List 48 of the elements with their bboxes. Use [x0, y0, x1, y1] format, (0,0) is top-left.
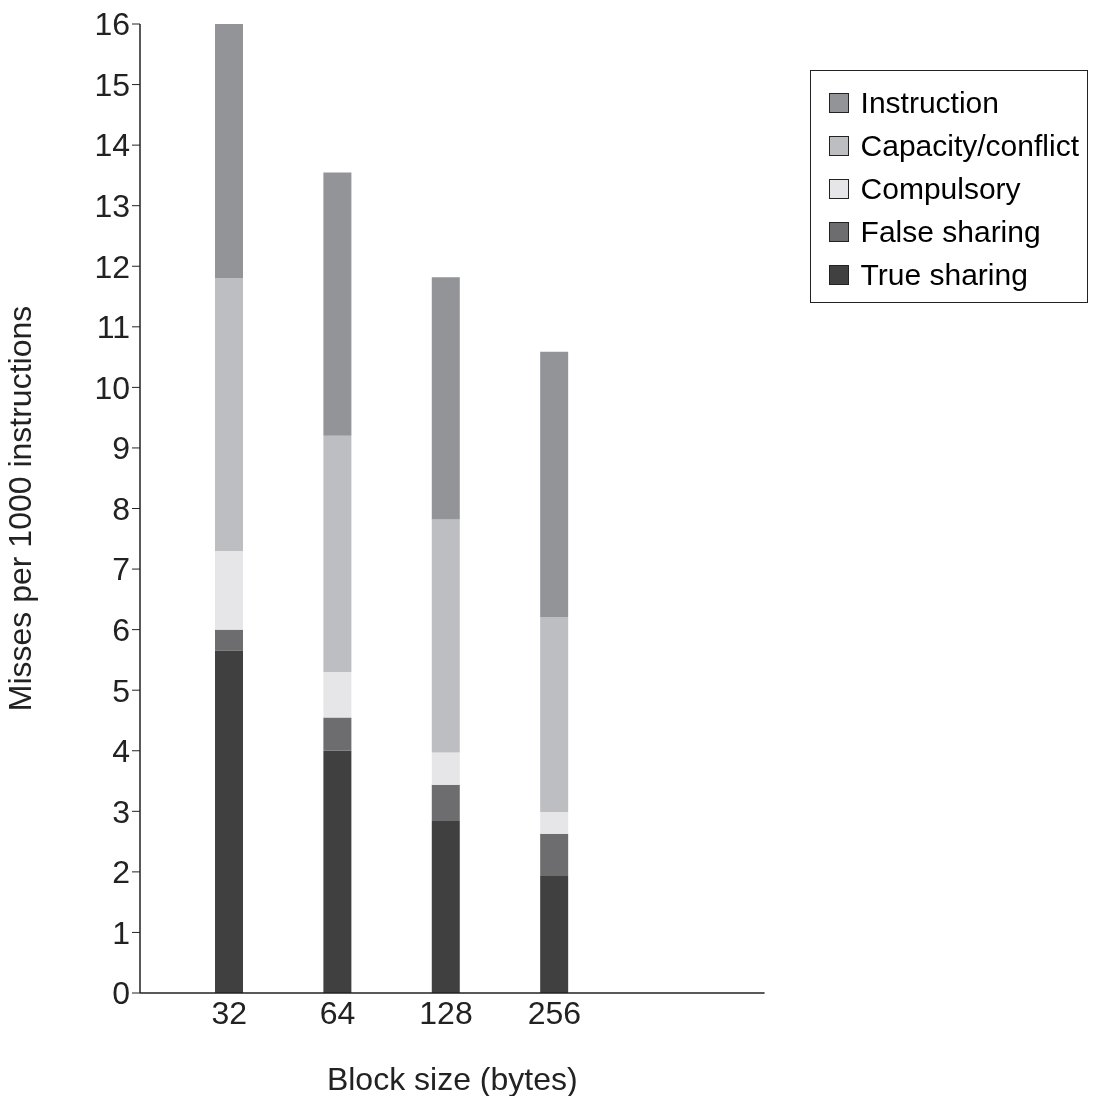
y-tick-label: 13 — [94, 188, 130, 225]
bar — [540, 351, 569, 617]
legend-label: False sharing — [860, 214, 1041, 249]
y-tick-label: 15 — [94, 66, 130, 103]
y-tick-label: 10 — [94, 369, 130, 406]
bar — [323, 435, 352, 673]
x-axis-title: Block size (bytes) — [326, 1061, 578, 1096]
bar — [431, 821, 460, 993]
bar — [540, 616, 569, 812]
x-tick-label: 32 — [211, 994, 247, 1031]
legend-label: Instruction — [860, 85, 999, 120]
bar — [540, 876, 569, 993]
legend-label: Compulsory — [860, 171, 1021, 206]
bar — [323, 672, 352, 718]
bar — [431, 784, 460, 821]
y-tick-label: 1 — [112, 914, 130, 951]
y-tick-label: 0 — [112, 975, 130, 1012]
bar — [323, 717, 352, 751]
y-tick-label: 14 — [94, 127, 130, 164]
bar — [431, 752, 460, 785]
bar — [323, 750, 352, 993]
bar — [215, 24, 243, 279]
bar — [215, 278, 243, 551]
bar — [540, 833, 569, 877]
y-tick-label: 12 — [94, 248, 130, 285]
y-tick-label: 8 — [112, 490, 130, 527]
x-tick-label: 128 — [419, 994, 473, 1031]
x-tick-label: 256 — [527, 994, 582, 1031]
bar — [431, 277, 460, 520]
y-tick-label: 2 — [112, 854, 130, 891]
y-tick-label: 9 — [112, 430, 130, 467]
y-tick-label: 4 — [112, 733, 130, 770]
y-tick-label: 16 — [94, 6, 130, 43]
x-tick-label: 64 — [319, 994, 356, 1031]
bar — [323, 172, 352, 436]
bar — [215, 550, 243, 630]
y-tick-label: 11 — [96, 309, 130, 346]
y-tick-label: 5 — [112, 672, 130, 709]
bar — [431, 519, 460, 753]
y-axis-title: Misses per 1000 instructions — [2, 305, 39, 712]
legend-label: Capacity/conflict — [860, 128, 1079, 163]
bar — [540, 811, 569, 834]
y-tick-label: 7 — [112, 551, 130, 588]
bar — [215, 629, 243, 651]
legend-label: True sharing — [860, 257, 1028, 292]
y-tick-label: 3 — [112, 793, 130, 830]
bar — [215, 650, 243, 993]
y-tick-label: 6 — [112, 611, 130, 648]
